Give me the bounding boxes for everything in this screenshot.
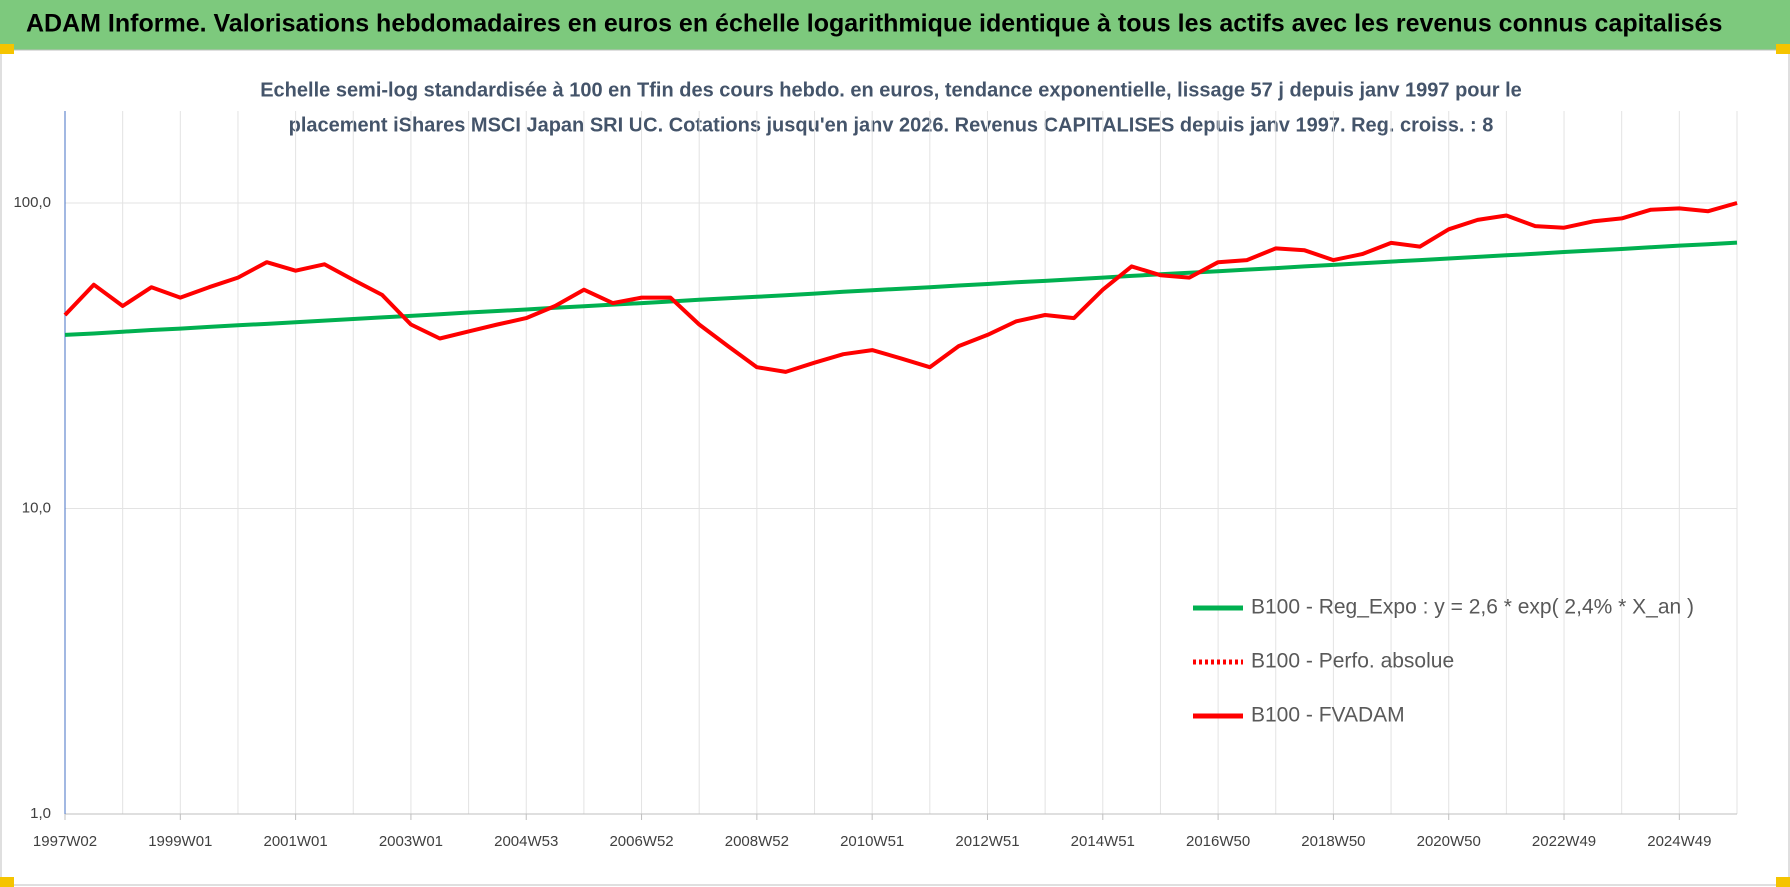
legend-label: B100 - Reg_Expo : y = 2,6 * exp( 2,4% * … xyxy=(1251,596,1694,619)
x-tick-label: 1997W02 xyxy=(33,833,97,850)
x-tick-label: 2022W49 xyxy=(1532,833,1596,850)
x-tick-label: 2014W51 xyxy=(1071,833,1135,850)
corner xyxy=(0,877,14,887)
x-tick-label: 2006W52 xyxy=(609,833,673,850)
x-tick-label: 2003W01 xyxy=(379,833,443,850)
x-tick-label: 2001W01 xyxy=(264,833,328,850)
y-tick-label: 1,0 xyxy=(30,805,51,822)
legend-label: B100 - FVADAM xyxy=(1251,704,1405,727)
header-title: ADAM Informe. Valorisations hebdomadaire… xyxy=(26,10,1722,38)
series-line xyxy=(64,240,1738,337)
x-tick-label: 2008W52 xyxy=(725,833,789,850)
x-tick-label: 2010W51 xyxy=(840,833,904,850)
x-tick-label: 2020W50 xyxy=(1417,833,1481,850)
subtitle: placement iShares MSCI Japan SRI UC. Cot… xyxy=(289,114,1494,136)
y-tick-label: 10,0 xyxy=(22,499,51,516)
x-tick-label: 2024W49 xyxy=(1647,833,1711,850)
x-tick-label: 2018W50 xyxy=(1301,833,1365,850)
x-tick-label: 2012W51 xyxy=(955,833,1019,850)
x-tick-label: 2004W53 xyxy=(494,833,558,850)
x-tick-label: 1999W01 xyxy=(148,833,212,850)
header-bar xyxy=(0,0,1790,50)
corner xyxy=(0,44,14,54)
series-line xyxy=(63,201,1738,374)
corner xyxy=(1776,877,1790,887)
y-tick-label: 100,0 xyxy=(13,194,51,211)
frame xyxy=(0,49,1790,886)
legend-label: B100 - Perfo. absolue xyxy=(1251,650,1454,673)
corner xyxy=(1776,44,1790,54)
x-tick-label: 2016W50 xyxy=(1186,833,1250,850)
subtitle: Echelle semi-log standardisée à 100 en T… xyxy=(260,79,1522,101)
